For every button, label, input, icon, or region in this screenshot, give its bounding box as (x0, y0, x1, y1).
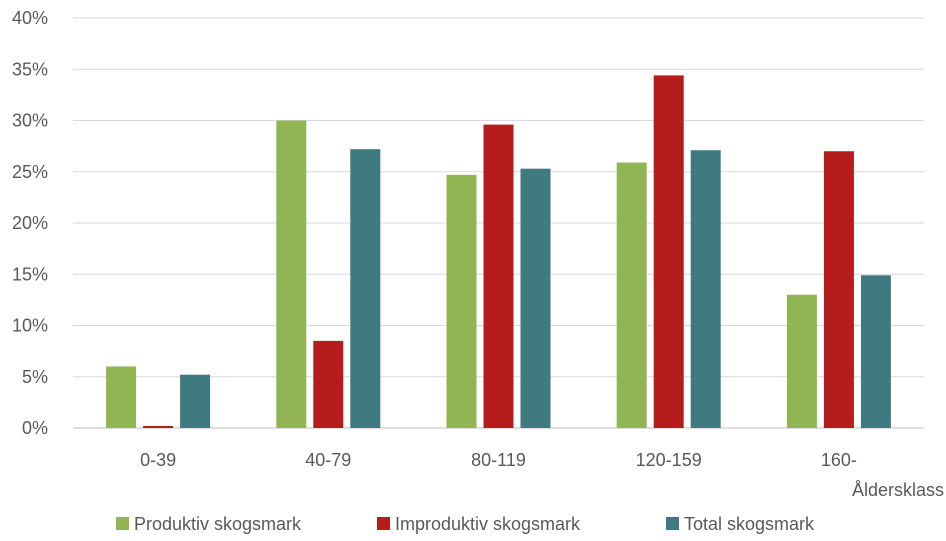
legend: Produktiv skogsmark Improduktiv skogsmark… (116, 514, 815, 534)
bars (106, 75, 891, 429)
x-tick-label: 40-79 (305, 450, 351, 470)
bar (786, 294, 817, 428)
y-tick-label: 0% (22, 418, 48, 438)
legend-label: Produktiv skogsmark (134, 514, 302, 534)
legend-label: Total skogsmark (684, 514, 815, 534)
bar (143, 425, 174, 428)
y-tick-label: 10% (12, 316, 48, 336)
x-tick-label: 80-119 (471, 450, 526, 470)
bar (483, 124, 514, 428)
x-tick-label: 120-159 (636, 450, 702, 470)
x-axis-ticks: 0-39 40-79 80-119 120-159 160- (140, 450, 857, 470)
legend-swatch (666, 517, 679, 530)
y-tick-label: 30% (12, 111, 48, 131)
bar (446, 174, 477, 428)
legend-label: Improduktiv skogsmark (395, 514, 581, 534)
x-tick-label: 160- (821, 450, 857, 470)
bar (313, 340, 344, 428)
y-tick-label: 15% (12, 264, 48, 284)
y-tick-label: 35% (12, 59, 48, 79)
legend-swatch (116, 517, 129, 530)
bar (350, 149, 381, 428)
x-axis-label: Åldersklass (852, 480, 944, 500)
y-axis-ticks: 0% 5% 10% 15% 20% 25% 30% 35% 40% (12, 8, 48, 438)
bar (520, 168, 551, 429)
x-tick-label: 0-39 (140, 450, 176, 470)
bar (276, 120, 307, 428)
bar (653, 75, 684, 429)
bar (860, 275, 891, 428)
bar (616, 162, 647, 428)
bar (180, 374, 211, 428)
bar (690, 150, 721, 428)
y-tick-label: 5% (22, 367, 48, 387)
y-tick-label: 25% (12, 162, 48, 182)
y-tick-label: 20% (12, 213, 48, 233)
legend-swatch (377, 517, 390, 530)
y-tick-label: 40% (12, 8, 48, 28)
bar (106, 366, 137, 428)
bar (823, 151, 854, 428)
